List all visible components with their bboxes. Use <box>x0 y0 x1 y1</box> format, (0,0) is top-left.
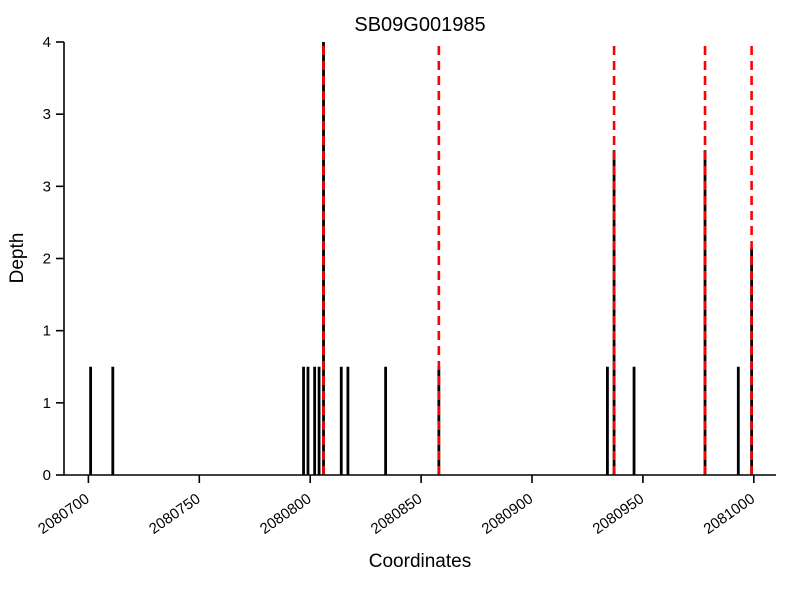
y-tick-label: 3 <box>43 106 51 123</box>
x-tick-label: 2081000 <box>701 490 759 537</box>
x-tick-label: 2080950 <box>590 490 648 537</box>
chart-title: SB09G001985 <box>354 14 486 36</box>
y-tick-label: 3 <box>43 178 51 195</box>
y-tick-label: 4 <box>43 34 51 51</box>
x-axis-label: Coordinates <box>368 551 472 572</box>
x-tick-label: 2080750 <box>146 490 204 537</box>
x-tick-label: 2080800 <box>257 490 315 537</box>
x-tick-label: 2080900 <box>479 490 537 537</box>
x-tick-label: 2080850 <box>368 490 426 537</box>
x-tick-label: 2080700 <box>35 490 93 537</box>
y-tick-label: 0 <box>43 467 51 484</box>
y-tick-label: 1 <box>43 395 51 412</box>
y-tick-label: 2 <box>43 251 51 268</box>
y-tick-label: 1 <box>43 323 51 340</box>
